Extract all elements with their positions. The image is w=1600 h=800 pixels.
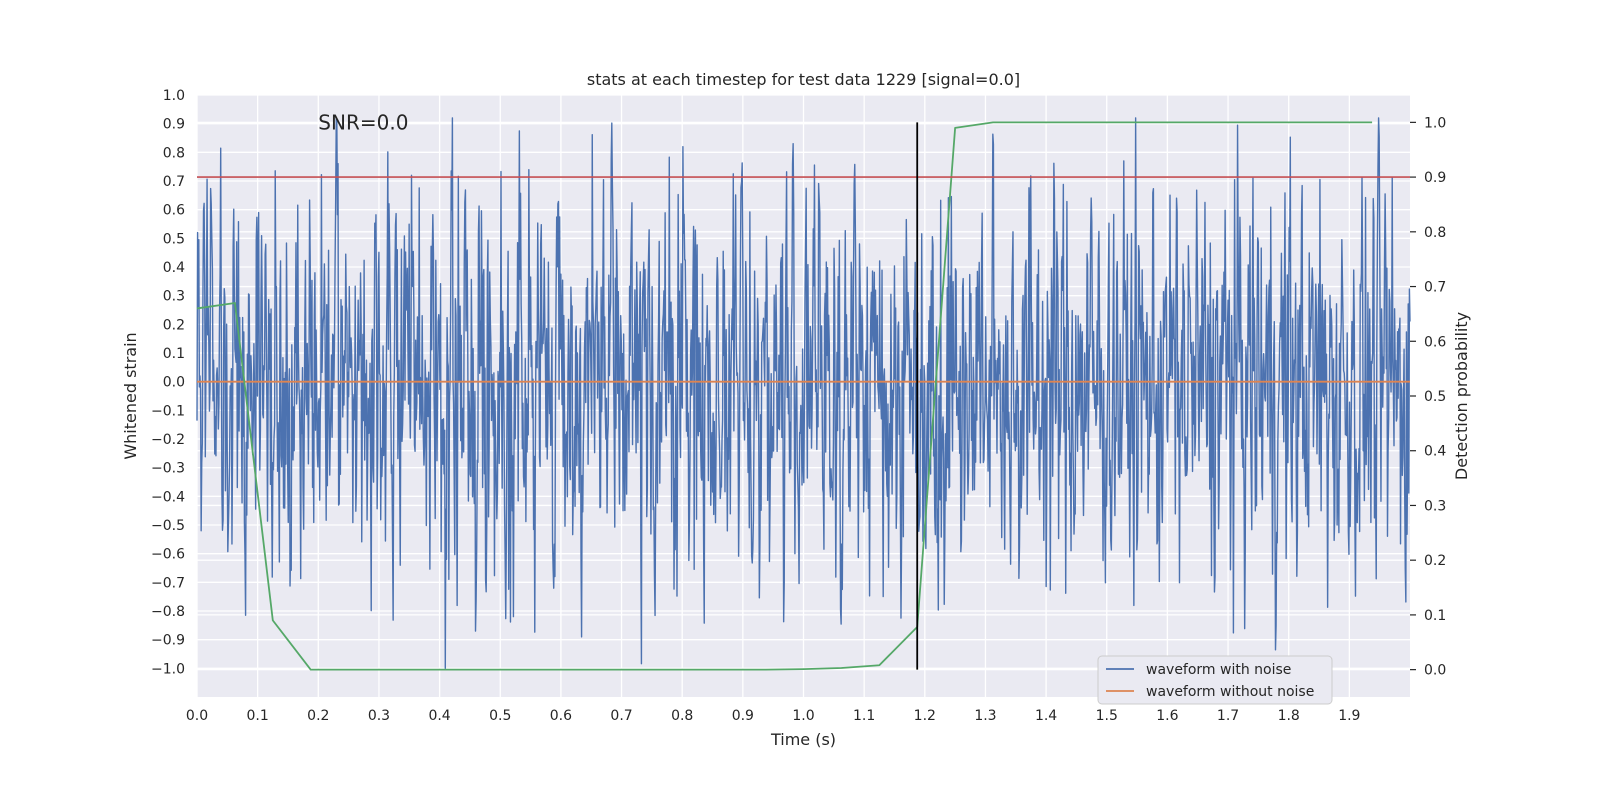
- x-axis-label: Time (s): [770, 730, 836, 749]
- y-axis-label: Whitened strain: [121, 332, 140, 459]
- y2-tick-label: 0.3: [1424, 498, 1446, 514]
- y2-tick-label: 0.1: [1424, 608, 1446, 624]
- y-tick-label: −0.9: [151, 633, 185, 649]
- y2-tick-label: 0.7: [1424, 280, 1446, 296]
- x-tick-label: 1.9: [1338, 708, 1360, 724]
- legend-label-noise: waveform with noise: [1146, 662, 1291, 678]
- y2-tick-label: 0.8: [1424, 225, 1446, 241]
- chart-title: stats at each timestep for test data 122…: [587, 70, 1020, 89]
- x-tick-label: 1.7: [1217, 708, 1239, 724]
- y2-axis-ticks: 1.0 0.9 0.8 0.7 0.6 0.5 0.4 0.3 0.2 0.1 0.0: [1410, 115, 1446, 679]
- x-tick-label: 1.5: [1096, 708, 1118, 724]
- series-line-0: [196, 117, 1411, 670]
- y-tick-label: 0.1: [163, 346, 185, 362]
- y-tick-label: 0.5: [163, 231, 185, 247]
- snr-annotation: SNR=0.0: [318, 111, 408, 135]
- x-tick-label: 0.5: [489, 708, 511, 724]
- y2-tick-label: 0.5: [1424, 389, 1446, 405]
- y2-tick-label: 0.0: [1424, 663, 1446, 679]
- x-tick-label: 0.3: [368, 708, 390, 724]
- y2-tick-label: 0.2: [1424, 553, 1446, 569]
- legend-label-clean: waveform without noise: [1146, 684, 1314, 700]
- x-tick-label: 1.3: [974, 708, 996, 724]
- x-tick-label: 0.8: [671, 708, 693, 724]
- y-tick-label: −0.7: [151, 575, 185, 591]
- y-tick-label: 0.2: [163, 317, 185, 333]
- y-tick-label: 0.0: [163, 375, 185, 391]
- y-tick-label: 0.8: [163, 145, 185, 161]
- y-tick-label: −0.1: [151, 403, 185, 419]
- x-tick-label: 1.6: [1156, 708, 1178, 724]
- x-tick-label: 0.2: [307, 708, 329, 724]
- y-tick-label: −0.2: [151, 432, 185, 448]
- y-tick-label: −1.0: [151, 661, 185, 677]
- y-axis-ticks: 1.0 0.9 0.8 0.7 0.6 0.5 0.4 0.3 0.2 0.1 0.0 −0.1 −0.…: [151, 88, 185, 677]
- x-tick-label: 0.6: [550, 708, 572, 724]
- y-tick-label: 0.7: [163, 174, 185, 190]
- x-tick-label: 1.2: [914, 708, 936, 724]
- x-tick-label: 0.4: [428, 708, 450, 724]
- y-tick-label: 0.4: [163, 260, 185, 276]
- x-tick-label: 0.0: [186, 708, 208, 724]
- y2-tick-label: 0.6: [1424, 334, 1446, 350]
- x-tick-label: 1.8: [1278, 708, 1300, 724]
- y-tick-label: −0.4: [151, 489, 185, 505]
- y-tick-label: 0.3: [163, 289, 185, 305]
- x-tick-label: 0.1: [247, 708, 269, 724]
- legend: waveform with noise waveform without noi…: [1097, 655, 1333, 705]
- x-tick-label: 0.9: [732, 708, 754, 724]
- y-tick-label: 0.9: [163, 117, 185, 133]
- y2-tick-label: 0.4: [1424, 444, 1446, 460]
- x-tick-label: 1.4: [1035, 708, 1057, 724]
- y-tick-label: −0.5: [151, 518, 185, 534]
- legend-box: [1097, 655, 1333, 705]
- y-tick-label: 1.0: [163, 88, 185, 104]
- y-tick-label: 0.6: [163, 203, 185, 219]
- series-line-2: [196, 121, 1373, 671]
- y-tick-label: −0.8: [151, 604, 185, 620]
- x-tick-label: 1.1: [853, 708, 875, 724]
- y2-tick-label: 0.9: [1424, 170, 1446, 186]
- x-tick-label: 0.7: [610, 708, 632, 724]
- x-tick-label: 1.0: [792, 708, 814, 724]
- y-tick-label: −0.6: [151, 547, 185, 563]
- y2-tick-label: 1.0: [1424, 115, 1446, 131]
- y2-axis-label: Detection probability: [1452, 312, 1471, 480]
- y-tick-label: −0.3: [151, 461, 185, 477]
- series-layer: [196, 117, 1411, 671]
- x-axis-ticks: 0.0 0.1 0.2 0.3 0.4 0.5 0.6 0.7 0.8 0.9 1.0 1.1 1.2 1…: [186, 708, 1361, 724]
